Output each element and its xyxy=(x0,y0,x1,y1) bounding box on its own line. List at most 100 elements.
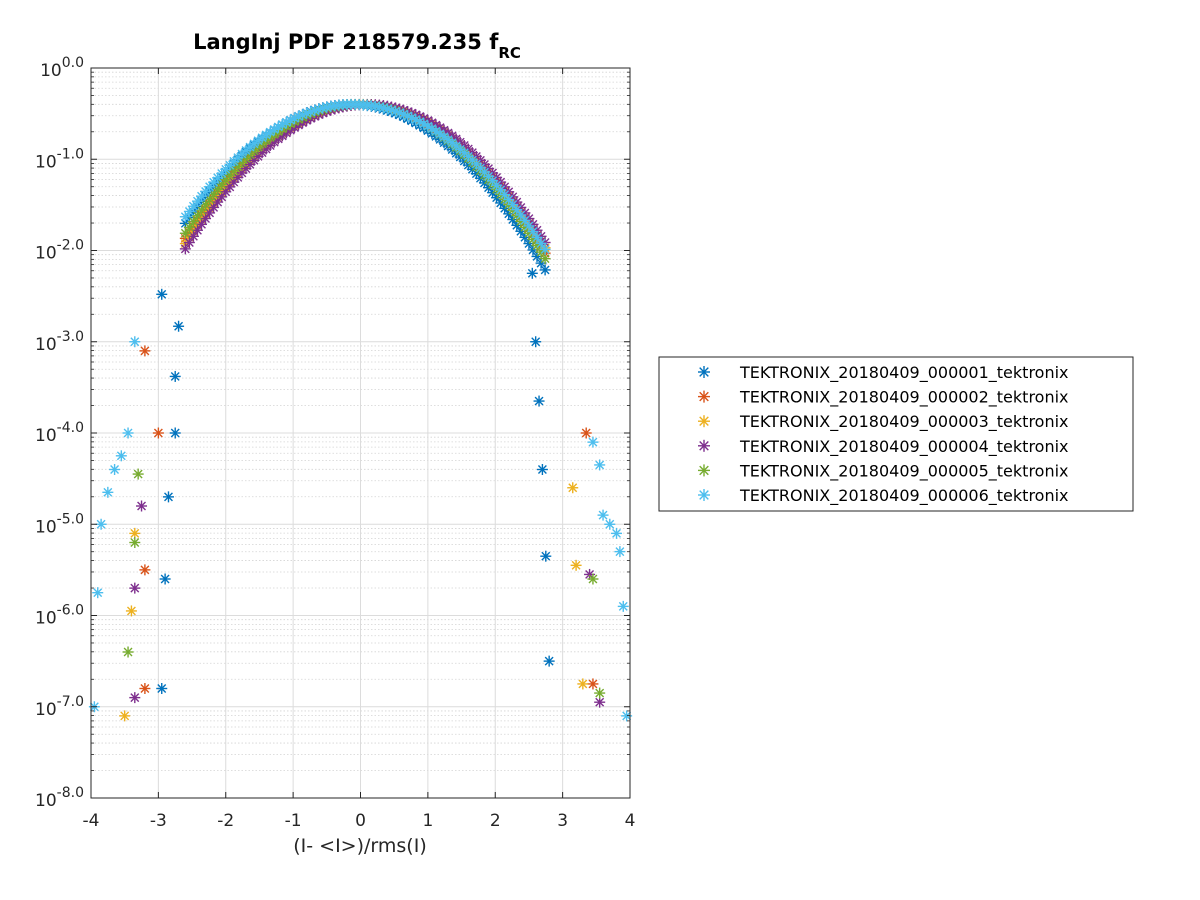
data-point xyxy=(115,450,127,462)
data-point xyxy=(129,537,141,548)
data-point xyxy=(129,336,141,348)
legend-marker xyxy=(698,489,710,501)
data-point xyxy=(526,267,538,279)
y-tick-label: 100.0 xyxy=(40,55,84,81)
y-tick-label: 10-5.0 xyxy=(35,511,84,537)
legend-entry: TEKTRONIX_20180409_000001_tektronix xyxy=(698,363,1069,383)
data-point xyxy=(535,237,547,249)
data-point xyxy=(614,546,626,558)
data-point xyxy=(530,336,542,348)
x-tick-label: 3 xyxy=(557,811,568,831)
data-point xyxy=(179,227,191,239)
data-markers xyxy=(88,98,633,722)
data-point xyxy=(587,678,599,690)
data-point xyxy=(536,464,548,475)
data-point xyxy=(125,605,137,617)
data-point xyxy=(119,710,131,722)
legend-entry: TEKTRONIX_20180409_000005_tektronix xyxy=(698,461,1069,481)
legend: TEKTRONIX_20180409_000001_tektronix TEKTR… xyxy=(658,356,1134,512)
legend-label: TEKTRONIX_20180409_000004_tektronix xyxy=(739,437,1069,457)
y-tick-label: 10-6.0 xyxy=(35,603,84,629)
data-point xyxy=(531,231,543,243)
x-tick-label: -4 xyxy=(83,811,100,831)
data-point xyxy=(139,683,151,694)
x-tick-labels: -4 -3 -2 -1 0 1 2 3 4 xyxy=(83,811,636,831)
y-tick-label: 10-2.0 xyxy=(35,238,84,264)
data-point xyxy=(617,600,629,612)
data-point xyxy=(129,527,141,539)
data-point xyxy=(95,518,107,530)
data-point xyxy=(594,687,606,699)
data-point xyxy=(156,683,168,694)
x-tick-label: 4 xyxy=(625,811,636,831)
legend-marker xyxy=(698,366,710,378)
series-6 xyxy=(88,98,633,722)
data-point xyxy=(162,491,174,503)
data-point xyxy=(570,559,582,571)
data-point xyxy=(122,427,134,439)
data-point xyxy=(109,464,121,475)
data-point xyxy=(102,486,114,498)
data-point xyxy=(503,193,515,205)
legend-marker xyxy=(698,390,710,403)
data-point xyxy=(132,468,144,480)
x-axis-label: (I- <I>)/rms(I) xyxy=(293,835,426,857)
x-tick-label: -3 xyxy=(150,811,167,831)
axis-ticks xyxy=(90,67,631,799)
data-point xyxy=(183,221,195,233)
data-point xyxy=(523,220,535,232)
data-point xyxy=(587,436,599,448)
chart-title: LangInj PDF 218579.235 fRC xyxy=(193,30,521,62)
data-point xyxy=(191,210,203,222)
data-point xyxy=(139,345,151,357)
y-tick-label: 10-7.0 xyxy=(35,694,84,720)
legend-entry: TEKTRONIX_20180409_000002_tektronix xyxy=(698,388,1069,408)
data-point xyxy=(179,243,191,255)
data-point xyxy=(597,509,609,521)
data-point xyxy=(543,655,555,667)
legend-entry: TEKTRONIX_20180409_000004_tektronix xyxy=(698,437,1069,457)
x-tick-label: -2 xyxy=(217,811,234,831)
data-point xyxy=(539,243,551,255)
data-point xyxy=(594,459,606,471)
data-point xyxy=(152,427,164,439)
data-point xyxy=(539,253,551,265)
data-point xyxy=(187,215,199,227)
data-point xyxy=(92,587,104,599)
x-tick-label: 1 xyxy=(422,811,433,831)
y-tick-label: 10-1.0 xyxy=(35,146,84,172)
data-point xyxy=(587,573,599,585)
legend-entry: TEKTRONIX_20180409_000006_tektronix xyxy=(698,486,1069,506)
data-point xyxy=(169,427,181,439)
data-point xyxy=(539,264,551,276)
legend-label: TEKTRONIX_20180409_000001_tektronix xyxy=(739,363,1069,383)
data-point xyxy=(169,370,181,382)
y-tick-labels: 100.0 10-1.0 10-2.0 10-3.0 10-4.0 10-5.0 10-6.… xyxy=(35,55,84,811)
data-point xyxy=(129,582,141,594)
data-point xyxy=(159,573,171,585)
data-point xyxy=(535,246,547,258)
data-point xyxy=(519,214,531,226)
legend-label: TEKTRONIX_20180409_000003_tektronix xyxy=(739,412,1069,432)
data-point xyxy=(122,646,134,658)
legend-entry: TEKTRONIX_20180409_000003_tektronix xyxy=(698,412,1069,432)
data-point xyxy=(580,427,592,439)
data-point xyxy=(507,199,519,211)
data-point xyxy=(533,395,545,407)
legend-box xyxy=(658,356,1134,512)
data-point xyxy=(187,200,199,212)
legend-marker xyxy=(698,439,710,452)
data-point xyxy=(260,129,272,141)
data-point xyxy=(577,678,589,690)
data-point xyxy=(139,564,151,576)
data-point xyxy=(567,482,579,494)
data-point xyxy=(604,518,616,530)
data-point xyxy=(621,710,633,722)
data-point xyxy=(136,500,148,512)
legend-marker xyxy=(698,464,710,477)
data-point xyxy=(183,237,195,249)
data-point xyxy=(301,107,313,119)
data-point xyxy=(611,527,623,539)
data-point xyxy=(418,118,430,130)
